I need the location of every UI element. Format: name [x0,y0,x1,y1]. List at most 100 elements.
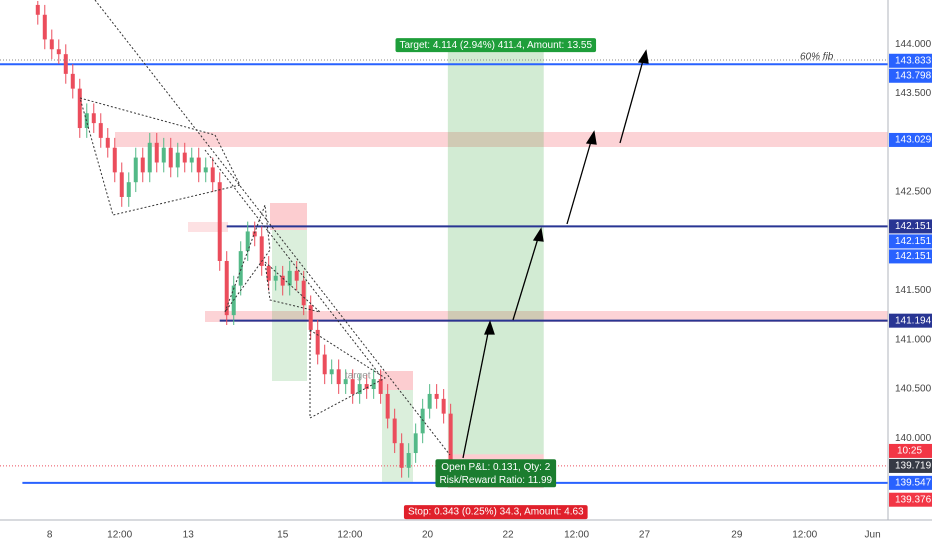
price-label: 141.194 [895,315,932,326]
candle-body [126,182,131,197]
candle-body [385,393,390,419]
candle-body [378,379,383,394]
candle-body [42,14,47,40]
zone [115,132,888,147]
candle-body [287,270,292,286]
arrow-head [637,49,649,64]
candle-body [56,49,61,55]
x-tick-label: 12:00 [792,530,817,541]
candle-body [175,152,180,168]
candle-body [154,142,159,163]
price-label: 142.151 [895,236,932,247]
price-label: 139.719 [895,461,932,472]
candle-body [196,157,201,173]
candle-body [217,182,222,261]
candle-body [294,270,299,281]
pnl-bg [435,459,557,488]
y-tick-label: 144.000 [895,39,932,50]
pnl-label: Open P&L: 0.131, Qty: 2 [441,462,550,473]
profit-zone [447,49,544,455]
candle-body [448,413,453,466]
zone [205,311,888,322]
arrow [462,327,490,459]
time-axis [0,520,932,550]
price-label: 143.029 [895,135,932,146]
x-tick-label: 12:00 [564,530,589,541]
axis-labels: 8 12:00 13 15 12:00 20 22 12:00 27 29 12:00 Jun 144.… [47,39,932,541]
x-tick-label: 27 [639,530,651,541]
fib-label: 60% fib [800,52,834,63]
candle-body [392,418,397,444]
arrow-head [585,130,597,145]
triangle [264,261,321,313]
candle-body [266,265,271,281]
drawings [79,0,451,456]
y-tick-label: 141.500 [895,285,932,296]
candle-body [203,167,208,173]
candle-body [91,113,96,124]
trendline [204,149,381,376]
trendline [94,0,451,456]
stop-label: Stop: 0.343 (0.25%) 34.3, Amount: 4.63 [408,507,584,518]
price-label: 143.833 [895,55,932,66]
candle-body [315,329,320,355]
price-label-bg [889,219,932,234]
candle-body [308,305,313,330]
candle-body [168,147,173,168]
candle-body [343,379,348,385]
candle-body [119,172,124,197]
zone [380,371,413,390]
candle-body [301,280,306,306]
price-label-bg [889,53,932,68]
x-tick-label: 22 [502,530,514,541]
price-label: 142.151 [895,221,932,232]
price-label-bg [889,492,932,507]
arrow [512,234,540,321]
candle-body [364,384,369,390]
triangle [224,204,271,313]
price-label-bg [889,475,932,490]
countdown-bg [889,443,932,458]
candle-body [224,260,229,316]
x-tick-label: 13 [183,530,195,541]
x-tick-label: 8 [47,530,53,541]
price-label-bg [889,234,932,249]
zone [272,230,307,381]
price-label-bg [889,458,932,473]
rr-label: Risk/Reward Ratio: 11.99 [439,475,552,486]
zone [188,222,228,232]
price-label: 139.376 [895,494,932,505]
y-tick-label: 141.000 [895,334,932,345]
candle-body [336,369,341,385]
arrow-head [484,320,495,335]
countdown: 10:25 [897,446,922,457]
y-tick-label: 140.000 [895,433,932,444]
price-label: 139.547 [895,478,932,489]
candle-body [273,275,278,281]
arrow [566,137,593,225]
x-tick-label: 12:00 [337,530,362,541]
x-tick-label: Jun [865,530,881,541]
candle-body [427,393,432,409]
y-tick-label: 140.500 [895,384,932,395]
candle-body [420,408,425,434]
candle-body [77,88,82,129]
candle-body [63,54,68,74]
candle-body [133,157,138,183]
x-tick-label: 15 [277,530,289,541]
price-label-bg [889,132,932,147]
y-tick-label: 142.500 [895,187,932,198]
x-tick-label: 12:00 [107,530,132,541]
price-label-bg [889,68,932,83]
candle-body [105,137,110,148]
candle-body [252,231,257,237]
price-label: 143.798 [895,70,932,81]
price-label-bg [889,313,932,328]
candle-body [329,369,334,375]
target-label: Target: 4.114 (2.94%) 411.4, Amount: 13.… [400,40,593,51]
candle-body [98,123,103,138]
candle-body [140,157,145,173]
price-label-bg [889,249,932,264]
